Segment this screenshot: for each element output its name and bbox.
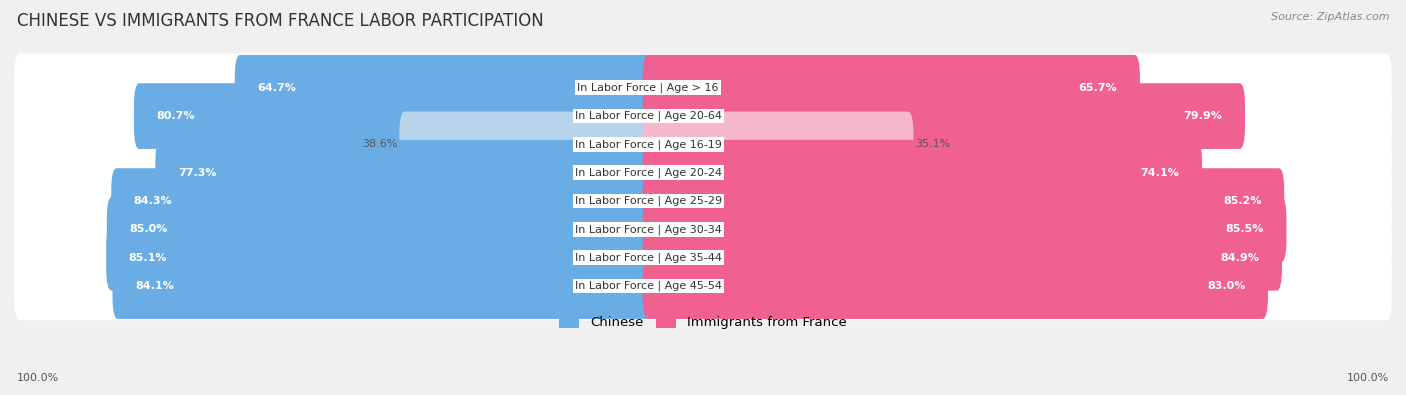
Text: 74.1%: 74.1%: [1140, 168, 1180, 178]
Text: 100.0%: 100.0%: [17, 373, 59, 383]
FancyBboxPatch shape: [155, 140, 654, 206]
Text: 79.9%: 79.9%: [1184, 111, 1222, 121]
Text: 85.1%: 85.1%: [129, 253, 167, 263]
Text: 85.5%: 85.5%: [1226, 224, 1264, 234]
FancyBboxPatch shape: [14, 82, 1392, 150]
Text: In Labor Force | Age 20-24: In Labor Force | Age 20-24: [575, 167, 721, 178]
Text: 85.2%: 85.2%: [1223, 196, 1261, 206]
FancyBboxPatch shape: [134, 83, 654, 149]
FancyBboxPatch shape: [643, 253, 1268, 319]
FancyBboxPatch shape: [643, 111, 914, 177]
FancyBboxPatch shape: [643, 197, 1286, 262]
Text: CHINESE VS IMMIGRANTS FROM FRANCE LABOR PARTICIPATION: CHINESE VS IMMIGRANTS FROM FRANCE LABOR …: [17, 12, 544, 30]
Text: In Labor Force | Age 20-64: In Labor Force | Age 20-64: [575, 111, 721, 121]
FancyBboxPatch shape: [643, 168, 1284, 234]
Legend: Chinese, Immigrants from France: Chinese, Immigrants from France: [554, 310, 852, 335]
FancyBboxPatch shape: [14, 53, 1392, 122]
Text: In Labor Force | Age 25-29: In Labor Force | Age 25-29: [575, 196, 721, 206]
Text: 84.3%: 84.3%: [134, 196, 173, 206]
FancyBboxPatch shape: [14, 252, 1392, 320]
FancyBboxPatch shape: [14, 110, 1392, 179]
FancyBboxPatch shape: [399, 111, 654, 177]
Text: In Labor Force | Age > 16: In Labor Force | Age > 16: [578, 83, 718, 93]
FancyBboxPatch shape: [111, 168, 654, 234]
FancyBboxPatch shape: [14, 224, 1392, 292]
FancyBboxPatch shape: [14, 195, 1392, 264]
Text: 35.1%: 35.1%: [915, 139, 950, 149]
FancyBboxPatch shape: [643, 83, 1244, 149]
Text: 100.0%: 100.0%: [1347, 373, 1389, 383]
Text: 65.7%: 65.7%: [1078, 83, 1118, 93]
Text: Source: ZipAtlas.com: Source: ZipAtlas.com: [1271, 12, 1389, 22]
FancyBboxPatch shape: [14, 139, 1392, 207]
FancyBboxPatch shape: [112, 253, 654, 319]
FancyBboxPatch shape: [643, 225, 1282, 291]
Text: 77.3%: 77.3%: [179, 168, 217, 178]
Text: 84.1%: 84.1%: [135, 281, 174, 291]
FancyBboxPatch shape: [643, 55, 1140, 120]
Text: 85.0%: 85.0%: [129, 224, 167, 234]
Text: In Labor Force | Age 16-19: In Labor Force | Age 16-19: [575, 139, 721, 150]
FancyBboxPatch shape: [107, 197, 654, 262]
Text: 38.6%: 38.6%: [363, 139, 398, 149]
Text: In Labor Force | Age 45-54: In Labor Force | Age 45-54: [575, 281, 721, 292]
FancyBboxPatch shape: [643, 140, 1202, 206]
FancyBboxPatch shape: [235, 55, 654, 120]
Text: 83.0%: 83.0%: [1206, 281, 1246, 291]
Text: 64.7%: 64.7%: [257, 83, 297, 93]
Text: In Labor Force | Age 35-44: In Labor Force | Age 35-44: [575, 252, 721, 263]
Text: In Labor Force | Age 30-34: In Labor Force | Age 30-34: [575, 224, 721, 235]
FancyBboxPatch shape: [107, 225, 654, 291]
FancyBboxPatch shape: [14, 167, 1392, 235]
Text: 80.7%: 80.7%: [156, 111, 195, 121]
Text: 84.9%: 84.9%: [1220, 253, 1260, 263]
